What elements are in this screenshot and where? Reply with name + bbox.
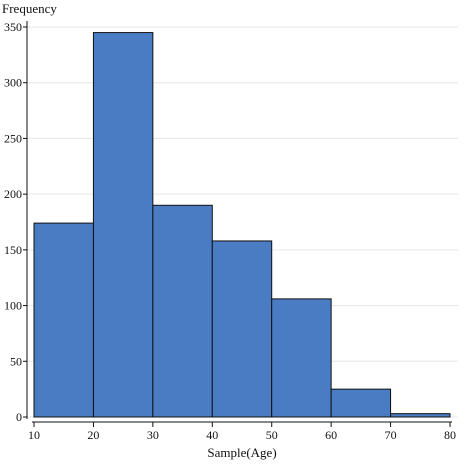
histogram-bar — [330, 388, 392, 418]
y-tick-label: 150 — [4, 243, 22, 257]
y-axis-title: Frequency — [2, 1, 57, 16]
x-tick-label: 60 — [325, 428, 337, 442]
x-tick-label: 80 — [444, 428, 456, 442]
x-tick-label: 30 — [147, 428, 159, 442]
y-tick-label: 250 — [4, 131, 22, 145]
y-tick-label: 0 — [16, 410, 22, 424]
y-tick-label: 350 — [4, 20, 22, 34]
x-tick-label: 10 — [28, 428, 40, 442]
bars — [33, 32, 451, 418]
histogram-bar — [271, 298, 332, 418]
histogram-bar — [92, 32, 154, 418]
histogram-bar — [390, 413, 451, 418]
histogram-bar — [152, 204, 213, 418]
y-tick-label: 300 — [4, 76, 22, 90]
histogram-bar — [33, 222, 94, 418]
y-ticks: 0 50 100 150 200 250 300 350 — [4, 20, 27, 424]
axes — [26, 21, 452, 423]
histogram-bar — [211, 240, 273, 418]
x-tick-label: 70 — [385, 428, 397, 442]
x-axis-title: Sample(Age) — [207, 445, 276, 460]
x-tick-label: 20 — [87, 428, 99, 442]
y-tick-label: 200 — [4, 187, 22, 201]
y-tick-label: 100 — [4, 299, 22, 313]
x-tick-label: 50 — [266, 428, 278, 442]
x-ticks: 10 20 30 40 50 60 70 80 — [28, 422, 456, 442]
y-tick-label: 50 — [10, 354, 22, 368]
x-tick-label: 40 — [206, 428, 218, 442]
